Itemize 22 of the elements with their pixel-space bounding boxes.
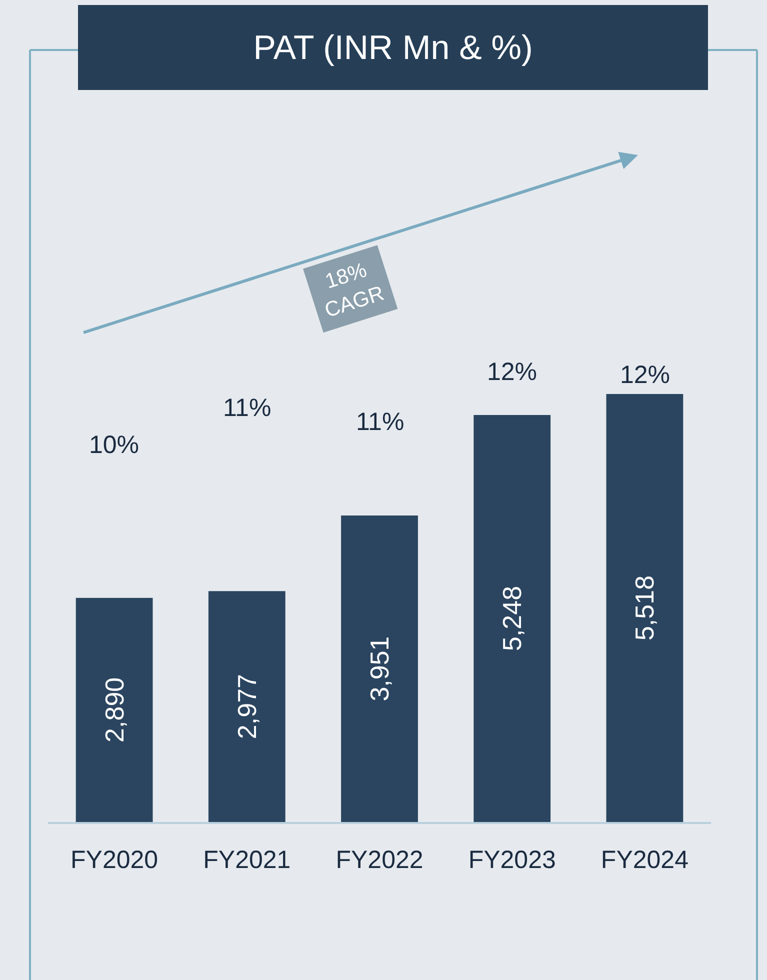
annotation: 11% [356,408,404,436]
data-label: 2,890 [99,677,130,742]
text: 12% [487,358,538,386]
annotation: 10% [89,431,140,459]
cagr-label-box: 18% CAGR [303,245,398,333]
data-label: 2,977 [232,674,262,740]
x-tick-label: FY2023 [468,846,556,874]
chart-title: PAT (INR Mn & %) [253,28,533,67]
data-label: 5,518 [630,575,660,641]
bar [76,598,153,822]
bar [474,414,551,822]
bar [341,516,418,822]
bar [208,591,286,822]
x-tick-label: FY2020 [70,846,158,874]
data-label: 3,951 [364,636,394,702]
text: 12% [620,361,670,389]
x-tick-label: FY2024 [600,846,689,874]
data-label: 5,248 [497,586,528,652]
annotation: 11% [223,394,272,422]
x-tick-label: FY2021 [203,846,291,874]
bar [606,394,684,822]
x-tick-label: FY2022 [336,846,424,874]
